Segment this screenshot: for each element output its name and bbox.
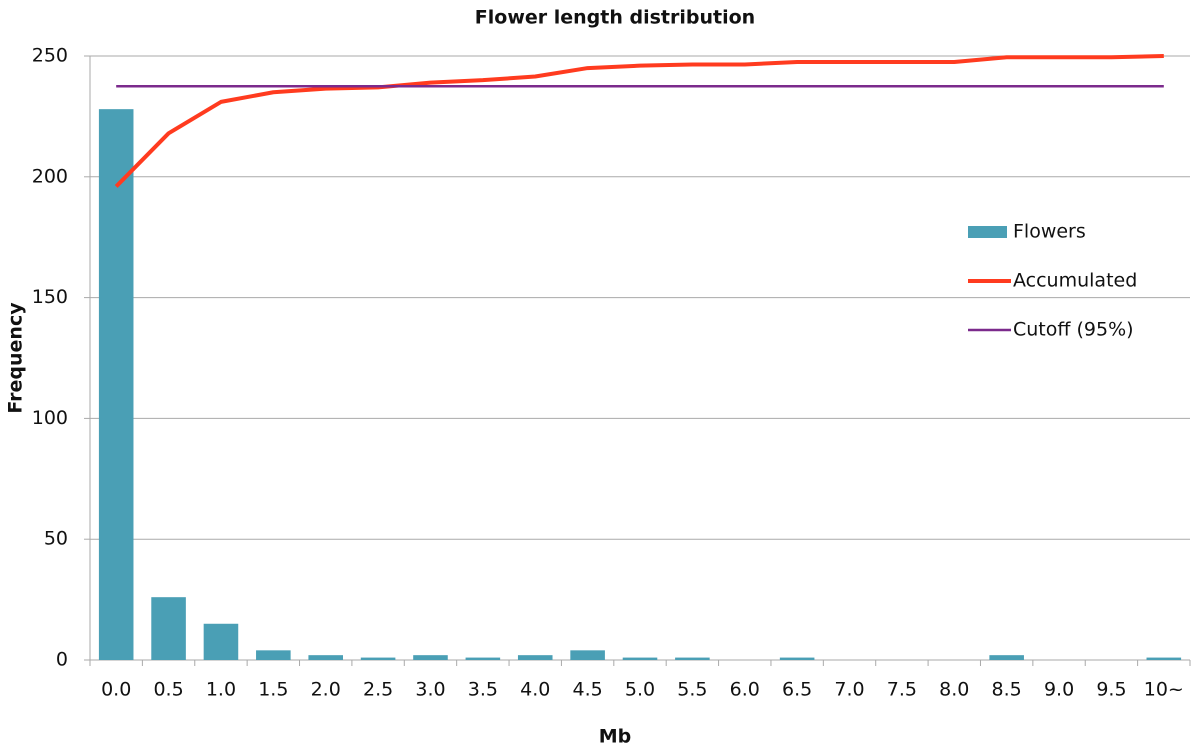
legend-label: Accumulated: [1013, 270, 1137, 292]
bar: [675, 657, 710, 660]
x-tick-label: 2.0: [311, 679, 341, 701]
legend-label: Flowers: [1013, 221, 1086, 243]
x-tick-label: 7.0: [834, 679, 864, 701]
y-tick-label: 150: [32, 286, 68, 308]
x-tick-label: 3.0: [415, 679, 445, 701]
y-tick-label: 200: [32, 165, 68, 187]
bar: [1146, 657, 1182, 660]
x-tick-label: 3.5: [468, 679, 498, 701]
x-tick-label: 0.0: [101, 679, 131, 701]
line: [114, 54, 1164, 188]
bar: [413, 655, 448, 660]
x-tick-label: 1.0: [206, 679, 236, 701]
x-tick-label: 4.0: [520, 679, 550, 701]
bar: [779, 657, 815, 660]
bar: [308, 655, 343, 660]
y-axis-label: Frequency: [5, 302, 27, 414]
x-tick-label: 9.5: [1096, 679, 1126, 701]
bar: [570, 650, 605, 660]
legend-label: Cutoff (95%): [1013, 319, 1134, 341]
x-tick-label: 5.5: [677, 679, 707, 701]
bar: [360, 657, 396, 660]
chart-title: Flower length distribution: [475, 7, 755, 29]
y-tick-label: 100: [32, 407, 68, 429]
bar: [465, 657, 501, 660]
x-tick-label: 9.0: [1044, 679, 1074, 701]
bar: [622, 657, 658, 660]
x-tick-label: 5.0: [625, 679, 655, 701]
y-tick-label: 250: [32, 45, 68, 67]
x-tick-label: 2.5: [363, 679, 393, 701]
x-tick-label: 6.5: [782, 679, 812, 701]
x-tick-label: 0.5: [153, 679, 183, 701]
bar: [517, 655, 553, 660]
x-tick-label: 10~: [1144, 679, 1184, 701]
y-tick-label: 50: [44, 528, 68, 550]
bar: [98, 109, 134, 661]
bar: [256, 650, 291, 660]
bar: [989, 655, 1024, 660]
x-tick-label: 1.5: [258, 679, 288, 701]
x-tick-label: 7.5: [887, 679, 917, 701]
x-tick-label: 8.0: [939, 679, 969, 701]
bar: [151, 597, 186, 660]
x-tick-label: 4.5: [573, 679, 603, 701]
x-axis-label: Mb: [599, 726, 632, 748]
y-tick-label: 0: [56, 649, 68, 671]
x-tick-label: 6.0: [730, 679, 760, 701]
legend-swatch: [968, 226, 1007, 238]
bar: [203, 623, 239, 660]
x-tick-label: 8.5: [992, 679, 1022, 701]
